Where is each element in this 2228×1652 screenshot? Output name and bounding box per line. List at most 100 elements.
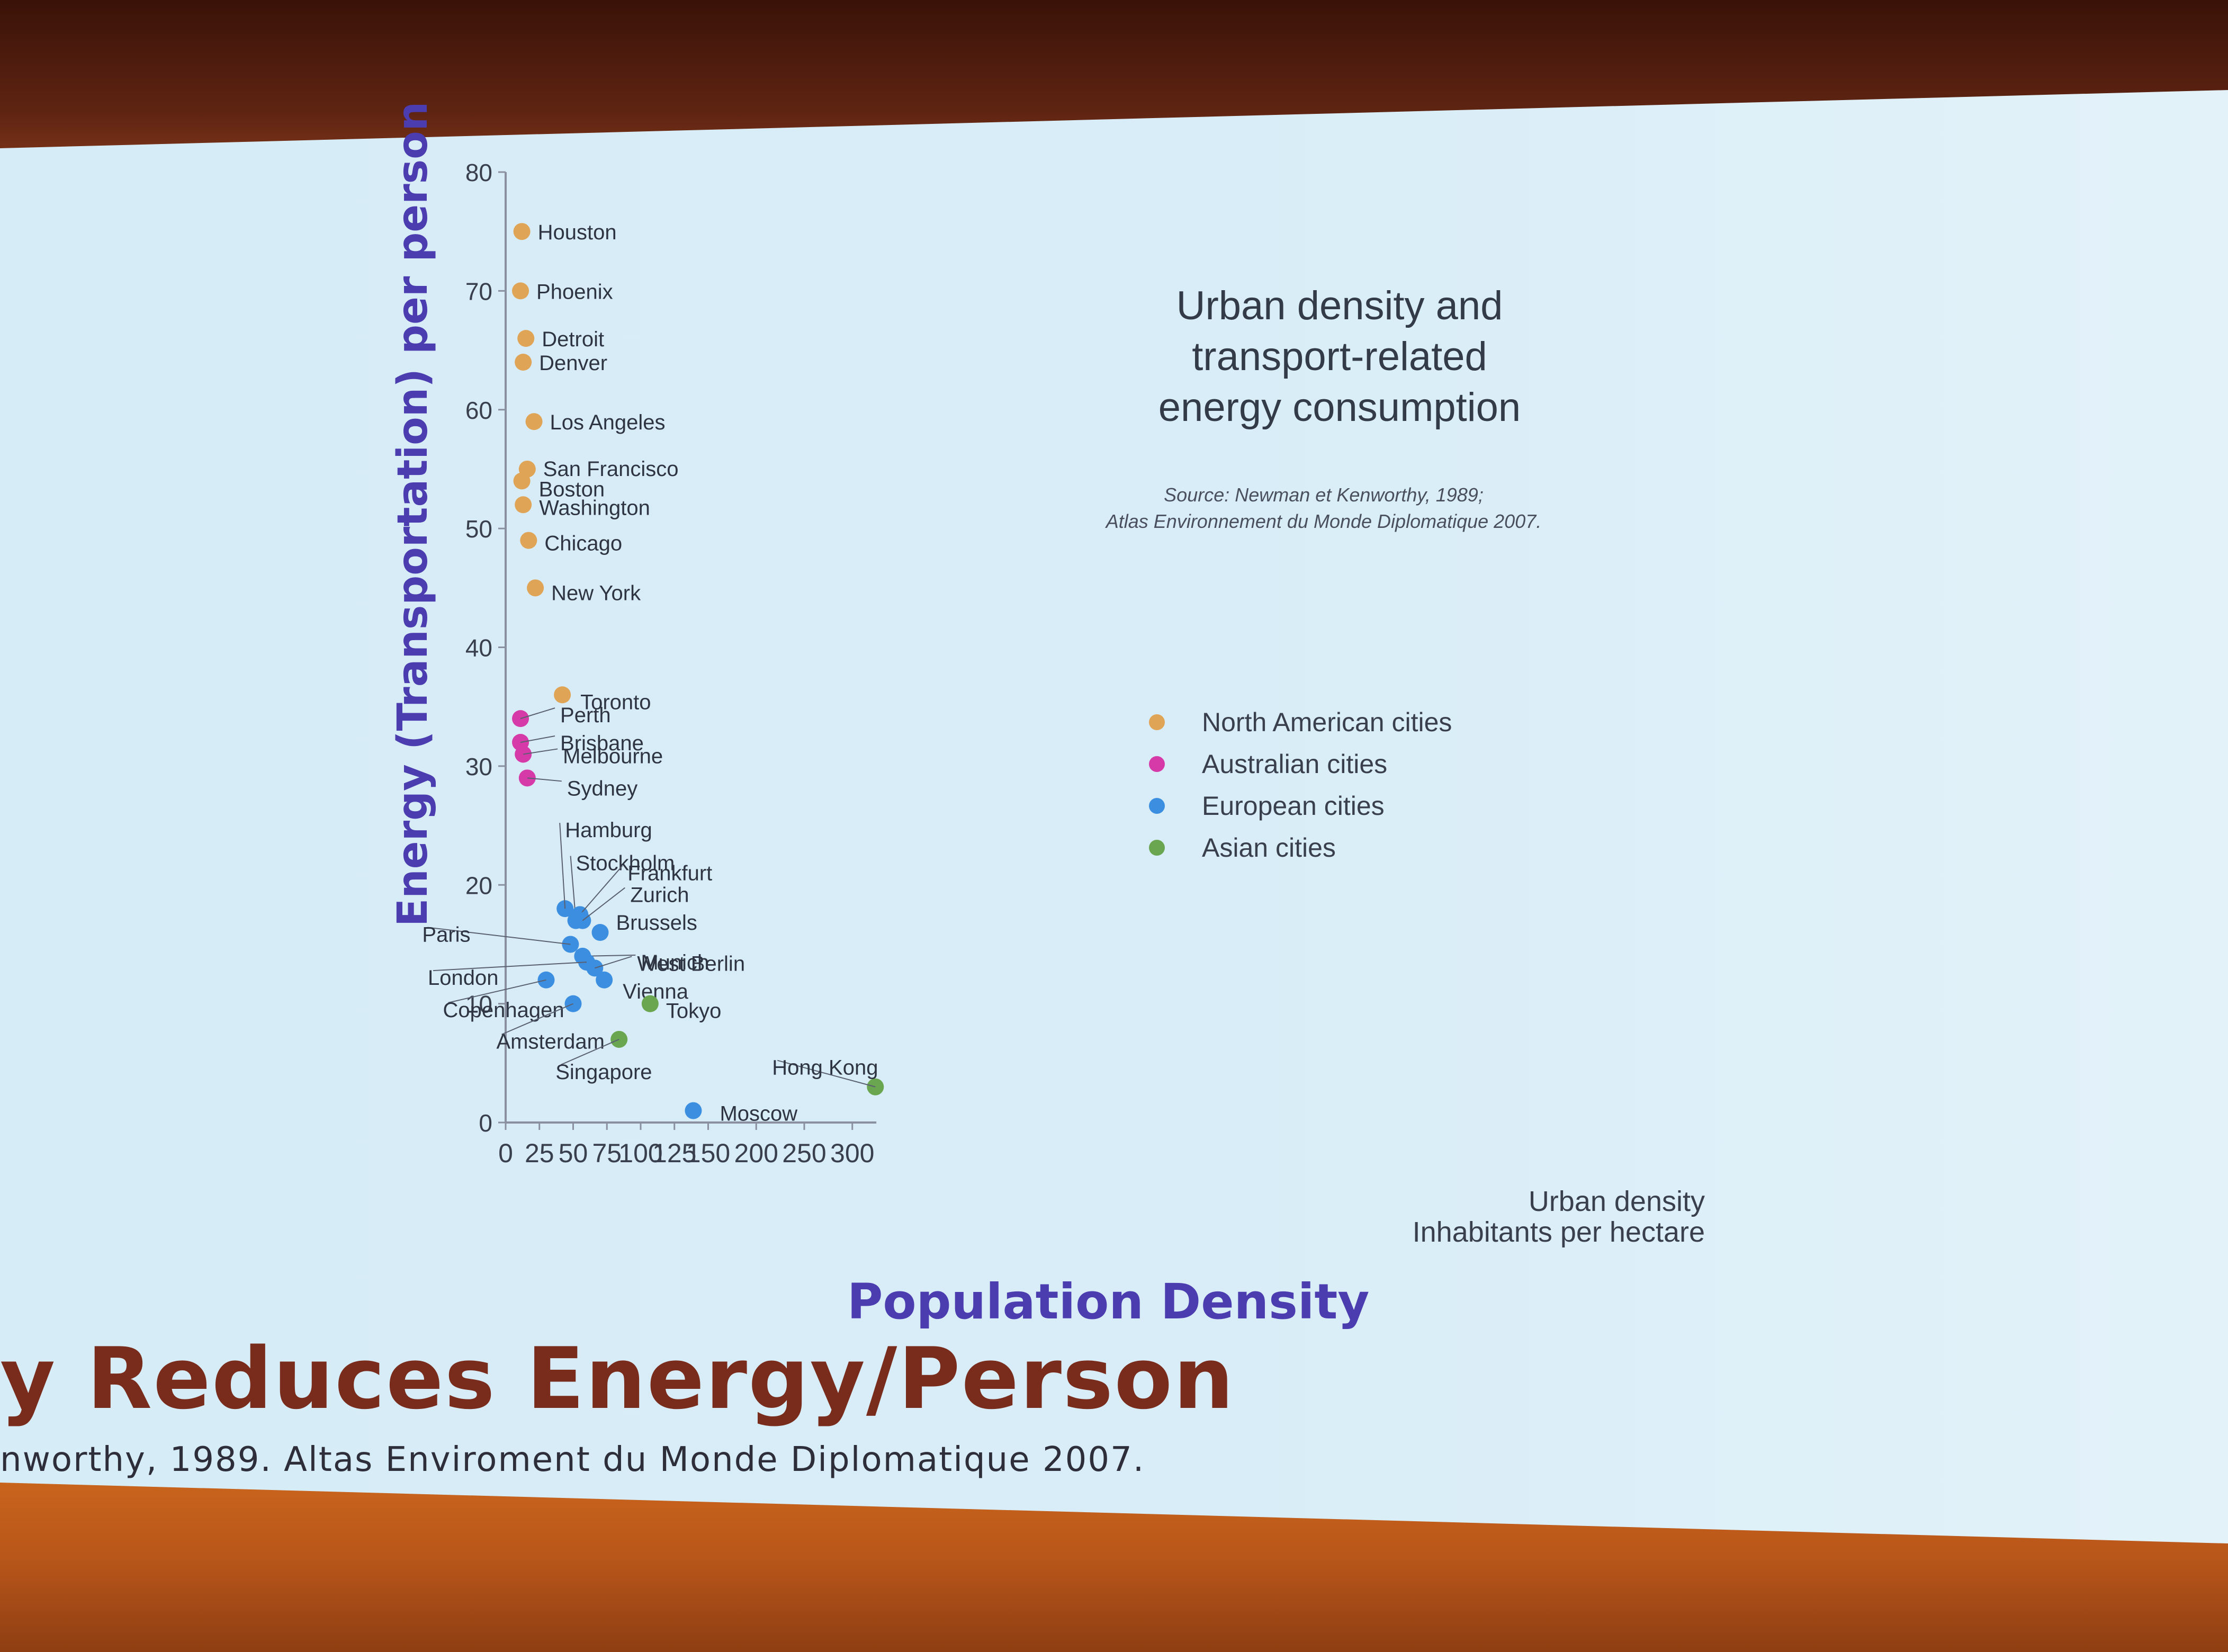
data-point <box>512 282 529 300</box>
leader-line <box>520 735 555 743</box>
data-point-label: Zurich <box>630 884 689 907</box>
data-point-label: Toronto <box>580 690 651 714</box>
leader-line <box>560 1039 619 1065</box>
data-point <box>685 1102 702 1119</box>
data-point-label: Sydney <box>567 777 637 800</box>
data-point <box>554 686 571 704</box>
x-tick-label: 300 <box>830 1138 874 1168</box>
legend-swatch <box>1149 840 1165 856</box>
leader-line <box>433 962 587 972</box>
leader-line <box>595 956 632 969</box>
data-point-label: West Berlin <box>637 952 745 975</box>
data-point <box>641 995 659 1012</box>
y-tick-label: 0 <box>479 1109 492 1137</box>
legend-swatch <box>1149 756 1165 772</box>
legend-label: North American cities <box>1202 707 1452 737</box>
y-tick-label: 70 <box>465 277 492 305</box>
data-point-label: Tokyo <box>666 1000 722 1023</box>
x-tick-label: 200 <box>734 1138 778 1168</box>
data-point-label: Singapore <box>555 1061 652 1084</box>
chart-title: Urban density and transport-related ener… <box>1048 281 1631 433</box>
leader-line <box>527 777 562 782</box>
data-point <box>513 472 531 490</box>
x-axis-title: Urban density Inhabitants per hectare <box>1260 1186 1705 1247</box>
data-point-label: Houston <box>538 221 617 244</box>
leader-line <box>427 927 571 945</box>
chart-title-line: energy consumption <box>1158 385 1521 430</box>
data-point <box>515 354 532 371</box>
x-axis-title-line: Urban density <box>1528 1186 1705 1217</box>
data-point-label: Chicago <box>544 532 622 555</box>
leader-line <box>523 748 558 755</box>
data-point-label: Phoenix <box>536 280 613 303</box>
data-point-label: Brisbane <box>560 732 644 755</box>
y-axis-title: Energy (Transportation) per person <box>389 101 437 927</box>
data-point-label: Stockholm <box>576 852 675 875</box>
data-point-label: Paris <box>422 923 470 946</box>
leader-line <box>559 823 566 909</box>
x-axis-title-line: Inhabitants per hectare <box>1412 1216 1705 1248</box>
data-point <box>517 330 535 347</box>
data-point-label: Munich <box>641 951 709 974</box>
data-point-label: Moscow <box>720 1102 797 1126</box>
data-point-label: Denver <box>539 352 607 375</box>
data-point-label: San Francisco <box>543 457 679 481</box>
leader-line <box>501 1003 573 1035</box>
data-point-label: Boston <box>539 478 605 501</box>
legend-label: European cities <box>1202 791 1385 821</box>
chart-source-note: Source: Newman et Kenworthy, 1989; Atlas… <box>1006 482 1641 535</box>
x-tick-label: 0 <box>498 1138 513 1168</box>
data-point-label: Detroit <box>542 328 604 351</box>
data-point <box>596 971 613 989</box>
y-tick-label: 50 <box>465 515 492 543</box>
leader-line <box>579 865 623 915</box>
leader-line <box>777 1060 876 1088</box>
x-tick-label: 125 <box>652 1138 696 1168</box>
y-tick-label: 30 <box>465 753 492 780</box>
legend-label: Australian cities <box>1202 749 1388 779</box>
data-point-label: New York <box>551 581 641 605</box>
data-point <box>525 413 543 430</box>
data-point-label: Los Angeles <box>550 411 666 434</box>
leader-line <box>520 707 555 720</box>
data-point <box>591 924 609 941</box>
data-point-label: Hamburg <box>565 819 652 842</box>
chart-source-line: Source: Newman et Kenworthy, 1989; <box>1164 484 1484 506</box>
chart-title-line: Urban density and <box>1176 283 1503 328</box>
y-tick-label: 80 <box>465 159 492 186</box>
data-point-label: Washington <box>539 496 650 519</box>
data-point-label: Frankfurt <box>627 861 712 885</box>
data-point-label: Perth <box>560 704 611 727</box>
slide-title: y Reduces Energy/Person <box>0 1329 1235 1428</box>
leader-line <box>448 979 546 1003</box>
leader-line <box>582 887 625 921</box>
population-density-label: Population Density <box>847 1273 1370 1330</box>
x-tick-label: 100 <box>618 1138 662 1168</box>
legend-swatch <box>1149 798 1165 814</box>
x-tick-label: 75 <box>592 1138 622 1168</box>
x-tick-label: 50 <box>559 1138 588 1168</box>
data-point-label: London <box>428 966 498 990</box>
slide-source: nworthy, 1989. Altas Enviroment du Monde… <box>0 1440 1145 1479</box>
data-point <box>520 532 537 549</box>
data-point-label: Melbourne <box>563 744 663 768</box>
legend-label: Asian cities <box>1202 833 1336 863</box>
y-tick-label: 60 <box>465 397 492 424</box>
data-point-label: Brussels <box>616 911 697 935</box>
y-tick-label: 40 <box>465 634 492 662</box>
chart-source-line: Atlas Environnement du Monde Diplomatiqu… <box>1106 510 1542 532</box>
x-tick-label: 150 <box>686 1138 730 1168</box>
y-tick-label: 20 <box>465 872 492 899</box>
x-tick-label: 25 <box>525 1138 554 1168</box>
data-point <box>515 496 532 514</box>
legend-swatch <box>1149 714 1165 730</box>
screen-surface <box>0 90 2228 1543</box>
data-point-label: Hong Kong <box>772 1056 878 1080</box>
chart-title-line: transport-related <box>1192 334 1487 379</box>
data-point <box>513 223 531 240</box>
x-tick-label: 250 <box>782 1138 826 1168</box>
data-point <box>527 579 544 597</box>
